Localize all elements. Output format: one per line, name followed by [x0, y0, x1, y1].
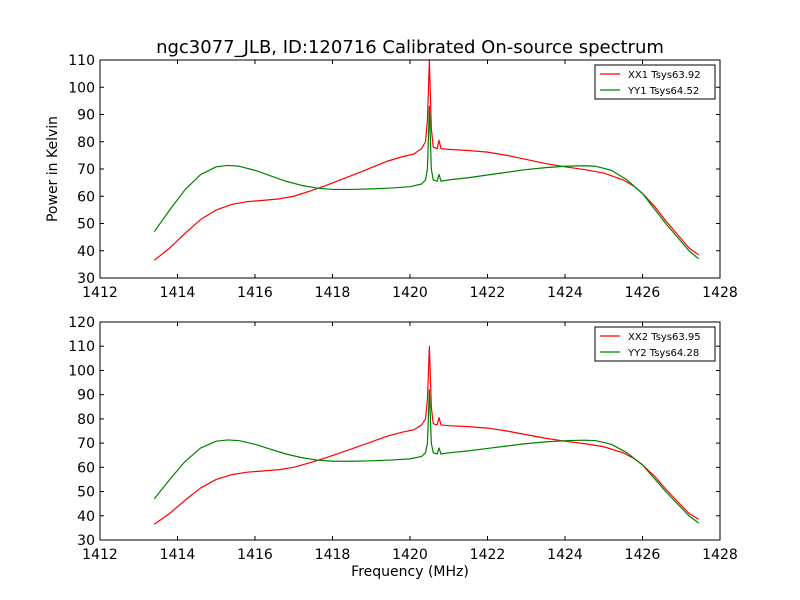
x-tick-label: 1416 — [237, 547, 273, 563]
x-axis-label: Frequency (MHz) — [351, 564, 469, 580]
x-tick-label: 1422 — [470, 547, 506, 563]
y-tick-label: 70 — [77, 436, 95, 452]
y-tick-label: 50 — [77, 217, 95, 233]
y-tick-label: 110 — [68, 53, 95, 69]
x-tick-label: 1418 — [315, 285, 351, 301]
y-tick-label: 50 — [77, 485, 95, 501]
legend-label: YY2 Tsys64.28 — [627, 348, 699, 359]
x-tick-label: 1412 — [82, 547, 118, 563]
legend-box — [594, 64, 716, 100]
legend-label: XX2 Tsys63.95 — [628, 332, 701, 343]
y-tick-label: 40 — [77, 509, 95, 525]
y-tick-label: 60 — [77, 189, 95, 205]
x-tick-label: 1420 — [392, 547, 428, 563]
series-line-yy — [153, 105, 700, 260]
legend-box — [594, 326, 716, 362]
y-tick-label: 70 — [77, 162, 95, 178]
x-tick-label: 1414 — [160, 547, 196, 563]
x-tick-label: 1426 — [625, 547, 661, 563]
x-tick-label: 1412 — [82, 285, 118, 301]
series-line-xx — [153, 345, 700, 525]
x-tick-label: 1428 — [702, 547, 738, 563]
x-tick-label: 1424 — [547, 547, 583, 563]
y-axis-label: Power in Kelvin — [45, 116, 61, 222]
x-tick-label: 1414 — [160, 285, 196, 301]
y-tick-label: 100 — [68, 363, 95, 379]
y-tick-label: 60 — [77, 460, 95, 476]
y-tick-label: 100 — [68, 80, 95, 96]
y-tick-label: 90 — [77, 388, 95, 404]
x-tick-label: 1426 — [625, 285, 661, 301]
bottom-spectrum-panel: 1412 1414 1416 1418 1420 1422 1424 1426 1428 30 40… — [68, 315, 738, 563]
series-line-xx — [153, 60, 700, 261]
series-group — [153, 345, 700, 525]
y-tick-label: 80 — [77, 135, 95, 151]
y-tick-label: 30 — [77, 271, 95, 287]
top-spectrum-panel: 1412 1414 1416 1418 1420 1422 1424 1426 1428 30 40… — [68, 53, 738, 301]
series-line-yy — [153, 389, 700, 524]
x-tick-label: 1424 — [547, 285, 583, 301]
y-tick-label: 120 — [68, 315, 95, 331]
y-tick-label: 30 — [77, 533, 95, 549]
legend-label: YY1 Tsys64.52 — [627, 86, 699, 97]
figure-title: ngc3077_JLB, ID:120716 Calibrated On-sou… — [156, 37, 664, 58]
y-tick-label: 80 — [77, 412, 95, 428]
legend-label: XX1 Tsys63.92 — [628, 70, 701, 81]
x-tick-label: 1416 — [237, 285, 273, 301]
y-tick-label: 90 — [77, 108, 95, 124]
x-tick-label: 1418 — [315, 547, 351, 563]
x-tick-label: 1420 — [392, 285, 428, 301]
y-tick-label: 110 — [68, 339, 95, 355]
series-group — [153, 60, 700, 261]
y-tick-label: 40 — [77, 244, 95, 260]
x-tick-label: 1428 — [702, 285, 738, 301]
x-tick-label: 1422 — [470, 285, 506, 301]
